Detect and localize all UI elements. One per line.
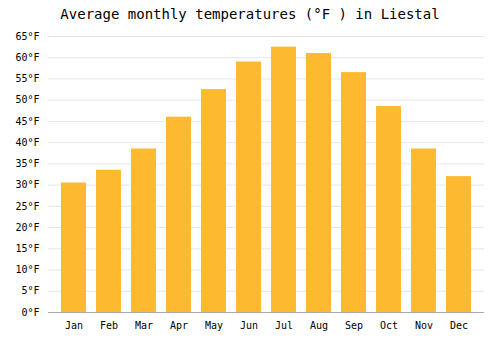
svg-text:Jan: Jan <box>65 320 83 331</box>
svg-text:Dec: Dec <box>450 320 468 331</box>
svg-text:10°F: 10°F <box>15 264 39 275</box>
svg-text:Nov: Nov <box>415 320 433 331</box>
svg-text:60°F: 60°F <box>15 52 39 63</box>
svg-text:0°F: 0°F <box>21 307 39 318</box>
svg-text:May: May <box>205 320 223 331</box>
svg-text:35°F: 35°F <box>15 158 39 169</box>
html-text:Average monthly temperatures (: Average monthly temperatures (°F ) in Li… <box>60 6 440 22</box>
svg-text:Mar: Mar <box>135 320 153 331</box>
svg-text:65°F: 65°F <box>15 31 39 42</box>
svg-text:5°F: 5°F <box>21 285 39 296</box>
svg-text:Oct: Oct <box>380 320 398 331</box>
svg-text:Jun: Jun <box>240 320 258 331</box>
svg-text:25°F: 25°F <box>15 201 39 212</box>
svg-text:50°F: 50°F <box>15 94 39 105</box>
svg-text:Jul: Jul <box>275 320 293 331</box>
svg-text:55°F: 55°F <box>15 73 39 84</box>
svg-text:Aug: Aug <box>310 320 328 331</box>
svg-text:Feb: Feb <box>100 320 118 331</box>
svg-text:Apr: Apr <box>170 320 188 331</box>
svg-text:15°F: 15°F <box>15 243 39 254</box>
svg-text:40°F: 40°F <box>15 137 39 148</box>
svg-text:45°F: 45°F <box>15 116 39 127</box>
svg-text:30°F: 30°F <box>15 179 39 190</box>
svg-text:20°F: 20°F <box>15 222 39 233</box>
svg-text:Sep: Sep <box>345 320 363 331</box>
